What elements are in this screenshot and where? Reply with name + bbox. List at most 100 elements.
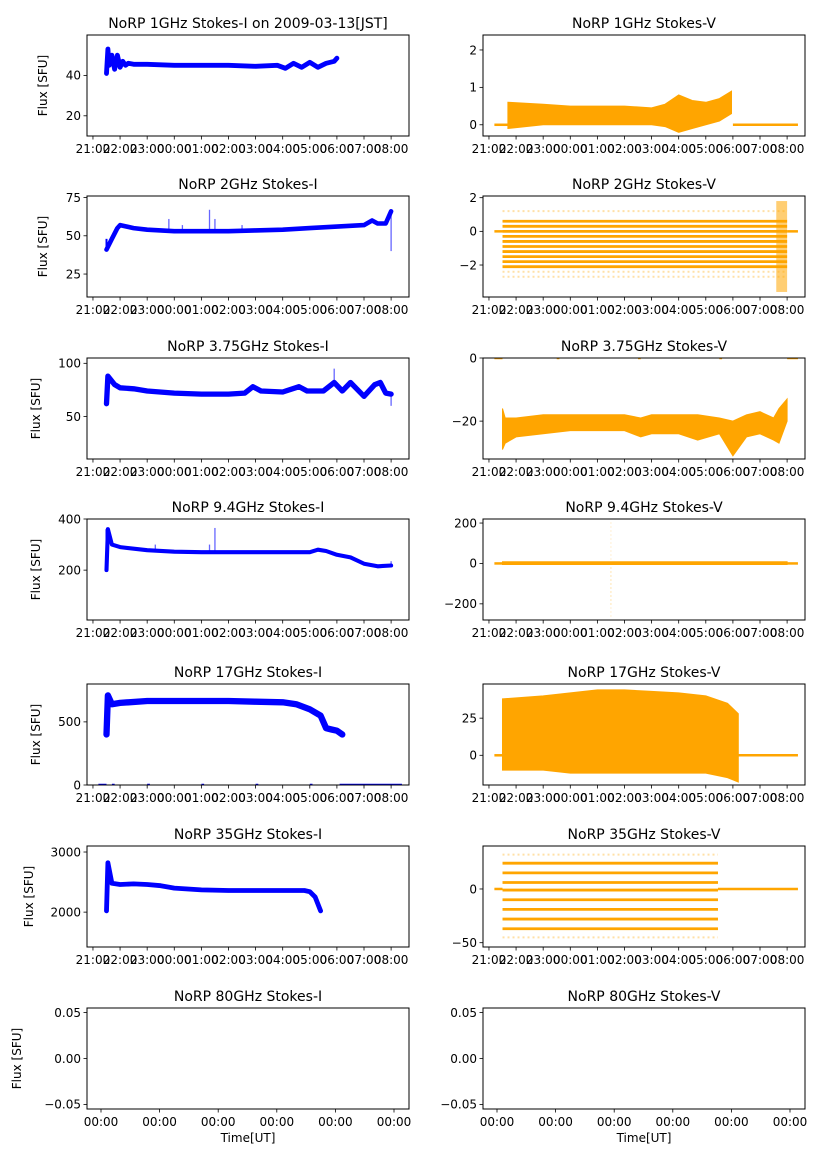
x-tick-label: 06:00 — [716, 626, 751, 640]
axes-frame — [482, 845, 806, 948]
x-tick-label: 22:00 — [103, 791, 138, 805]
x-tick-label: 01:00 — [184, 626, 219, 640]
axes-frame — [482, 1007, 806, 1110]
y-tick-label: 0.05 — [450, 1006, 477, 1020]
x-tick-label: 02:00 — [607, 953, 642, 967]
plot-area — [494, 201, 798, 292]
x-tick-label: 00:00 — [201, 1115, 236, 1129]
x-tick-label: 01:00 — [580, 465, 615, 479]
x-tick-label: 21:00 — [472, 626, 507, 640]
y-tick-label: 0 — [469, 557, 477, 571]
tail-region — [776, 201, 788, 292]
axes-frame — [482, 357, 806, 460]
x-tick-label: 04:00 — [661, 953, 696, 967]
plot-area — [494, 90, 798, 133]
chart-title: NoRP 2GHz Stokes-V — [572, 177, 716, 193]
x-tick-label: 21:00 — [472, 953, 507, 967]
series-line — [104, 46, 340, 76]
chart-title: NoRP 80GHz Stokes-V — [568, 989, 721, 1005]
x-tick-label: 08:00 — [374, 142, 409, 156]
x-tick-label: 22:00 — [103, 626, 138, 640]
y-tick-label: 0 — [469, 225, 477, 239]
x-tick-label: 22:00 — [499, 142, 534, 156]
series-band — [502, 397, 788, 457]
x-tick-label: 05:00 — [293, 626, 328, 640]
y-tick-label: −0.05 — [440, 1098, 477, 1112]
x-tick-label: 00:00 — [142, 1115, 177, 1129]
x-axis-label: Time[UT] — [616, 1131, 672, 1145]
x-tick-label: 21:00 — [76, 142, 111, 156]
x-tick-label: 05:00 — [293, 791, 328, 805]
y-tick-label: −200 — [444, 597, 477, 611]
x-tick-label: 05:00 — [293, 303, 328, 317]
x-tick-label: 00:00 — [773, 1115, 808, 1129]
subplot-9: NoRP 17GHz Stokes-I Flux [SFU] 0 500 21:0022… — [29, 665, 410, 805]
x-tick-label: 08:00 — [770, 142, 805, 156]
x-tick-label: 02:00 — [211, 791, 246, 805]
subplot-6: NoRP 3.75GHz Stokes-V −20 0 21:0022:0023:00… — [452, 339, 806, 479]
x-tick-label: 03:00 — [634, 303, 669, 317]
y-axis-label: Flux [SFU] — [29, 539, 43, 600]
y-tick-label: −0.05 — [44, 1098, 81, 1112]
x-tick-label: 03:00 — [634, 465, 669, 479]
x-tick-label: 07:00 — [743, 142, 778, 156]
plot-area — [494, 358, 798, 457]
x-tick-label: 00:00 — [377, 1115, 412, 1129]
y-tick-label: 0.00 — [54, 1052, 81, 1066]
y-axis-label: Flux [SFU] — [10, 1028, 24, 1089]
x-tick-label: 04:00 — [661, 303, 696, 317]
x-tick-label: 00:00 — [157, 953, 192, 967]
x-tick-label: 23:00 — [130, 953, 165, 967]
x-tick-label: 04:00 — [661, 791, 696, 805]
x-tick-label: 06:00 — [320, 465, 355, 479]
axes-frame — [86, 357, 410, 460]
plot-area — [494, 689, 798, 783]
y-axis-label: Flux [SFU] — [22, 866, 36, 927]
y-tick-label: 0 — [469, 118, 477, 132]
x-tick-label: 05:00 — [293, 465, 328, 479]
x-tick-label: 04:00 — [265, 465, 300, 479]
subplot-2: NoRP 1GHz Stokes-V 0 1 2 21:0022:0023:0000:0… — [469, 16, 806, 156]
x-tick-label: 01:00 — [580, 791, 615, 805]
axes-frame — [482, 34, 806, 137]
x-tick-label: 00:00 — [553, 142, 588, 156]
x-tick-label: 23:00 — [526, 791, 561, 805]
chart-title: NoRP 9.4GHz Stokes-V — [565, 500, 723, 516]
x-tick-label: 03:00 — [634, 791, 669, 805]
y-tick-label: 2 — [469, 191, 477, 205]
subplot-7: NoRP 9.4GHz Stokes-I Flux [SFU] 200 400 21:0… — [29, 500, 410, 640]
x-tick-label: 00:00 — [260, 1115, 295, 1129]
x-tick-label: 06:00 — [716, 791, 751, 805]
x-tick-label: 07:00 — [347, 791, 382, 805]
x-tick-label: 21:00 — [76, 791, 111, 805]
x-tick-label: 03:00 — [634, 142, 669, 156]
y-axis-label: Flux [SFU] — [36, 55, 50, 116]
x-tick-label: 00:00 — [157, 626, 192, 640]
x-tick-label: 02:00 — [211, 465, 246, 479]
x-tick-label: 06:00 — [320, 953, 355, 967]
axes-frame — [482, 518, 806, 621]
chart-title: NoRP 80GHz Stokes-I — [174, 989, 322, 1005]
x-tick-label: 23:00 — [526, 142, 561, 156]
x-tick-label: 00:00 — [656, 1115, 691, 1129]
y-tick-label: 50 — [66, 229, 81, 243]
x-tick-label: 21:00 — [472, 791, 507, 805]
x-tick-label: 06:00 — [716, 142, 751, 156]
x-tick-label: 03:00 — [238, 953, 273, 967]
y-tick-label: 100 — [58, 357, 81, 371]
x-tick-label: 22:00 — [103, 142, 138, 156]
chart-title: NoRP 3.75GHz Stokes-I — [167, 339, 329, 355]
subplot-13: NoRP 80GHz Stokes-I Flux [SFU] −0.05 0.00 0.… — [10, 989, 411, 1145]
x-tick-label: 23:00 — [130, 142, 165, 156]
y-tick-label: 200 — [58, 563, 81, 577]
chart-title: NoRP 3.75GHz Stokes-V — [561, 339, 728, 355]
x-tick-label: 06:00 — [320, 626, 355, 640]
x-tick-label: 21:00 — [472, 303, 507, 317]
axes-frame — [86, 34, 410, 137]
x-tick-label: 00:00 — [157, 303, 192, 317]
y-axis-label: Flux [SFU] — [29, 704, 43, 765]
x-tick-label: 01:00 — [184, 142, 219, 156]
x-tick-label: 02:00 — [211, 953, 246, 967]
x-tick-label: 07:00 — [347, 303, 382, 317]
x-tick-label: 21:00 — [76, 626, 111, 640]
